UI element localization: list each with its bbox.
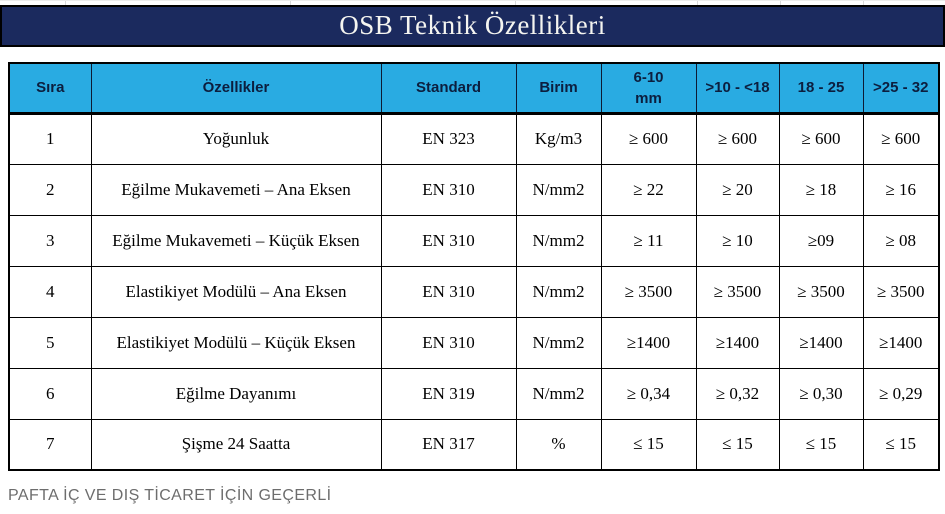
table-cell: ≥1400 xyxy=(695,316,780,369)
gridline xyxy=(290,1,291,6)
spreadsheet-gridlines xyxy=(0,0,945,6)
table-header-row: Sıra Özellikler Standard Birim 6-10 mm >… xyxy=(8,62,940,115)
table-cell: ≥ 3500 xyxy=(695,265,780,318)
table-cell: ≥ 0,34 xyxy=(600,367,697,420)
table-cell: N/mm2 xyxy=(515,265,602,318)
table-cell: EN 310 xyxy=(380,265,517,318)
table-cell: Elastikiyet Modülü – Ana Eksen xyxy=(90,265,382,318)
table-cell: % xyxy=(515,418,602,471)
table-cell: ≤ 15 xyxy=(862,418,940,471)
gridline xyxy=(65,1,66,6)
table-cell: ≥ 600 xyxy=(778,112,864,165)
table-cell: ≥ 0,30 xyxy=(778,367,864,420)
table-row: 7 Şişme 24 Saatta EN 317 % ≤ 15 ≤ 15 ≤ 1… xyxy=(8,418,940,471)
table-cell: ≥ 20 xyxy=(695,163,780,216)
page-title: OSB Teknik Özellikleri xyxy=(339,9,606,40)
table-cell: ≥ 18 xyxy=(778,163,864,216)
table-cell: EN 310 xyxy=(380,214,517,267)
table-cell: EN 323 xyxy=(380,112,517,165)
table-row: 2 Eğilme Mukavemeti – Ana Eksen EN 310 N… xyxy=(8,163,940,216)
table-cell: Eğilme Mukavemeti – Ana Eksen xyxy=(90,163,382,216)
table-row: 3 Eğilme Mukavemeti – Küçük Eksen EN 310… xyxy=(8,214,940,267)
table-cell: EN 319 xyxy=(380,367,517,420)
gridline xyxy=(515,1,516,6)
table-cell: 2 xyxy=(8,163,92,216)
table-cell: ≥ 16 xyxy=(862,163,940,216)
table-cell: Eğilme Dayanımı xyxy=(90,367,382,420)
table-cell: Elastikiyet Modülü – Küçük Eksen xyxy=(90,316,382,369)
header-cell-standard: Standard xyxy=(380,62,517,115)
table-row: 6 Eğilme Dayanımı EN 319 N/mm2 ≥ 0,34 ≥ … xyxy=(8,367,940,420)
table-cell: ≥ 0,29 xyxy=(862,367,940,420)
table-cell: 6 xyxy=(8,367,92,420)
table-cell: ≥ 3500 xyxy=(862,265,940,318)
table-row: 4 Elastikiyet Modülü – Ana Eksen EN 310 … xyxy=(8,265,940,318)
table-cell: ≥ 11 xyxy=(600,214,697,267)
header-cell-18-25: 18 - 25 xyxy=(778,62,864,115)
table-cell: ≥ 600 xyxy=(695,112,780,165)
table-cell: Yoğunluk xyxy=(90,112,382,165)
table-cell: N/mm2 xyxy=(515,367,602,420)
table-cell: Şişme 24 Saatta xyxy=(90,418,382,471)
table-cell: ≥ 08 xyxy=(862,214,940,267)
table-cell: Eğilme Mukavemeti – Küçük Eksen xyxy=(90,214,382,267)
header-cell-25-32: >25 - 32 xyxy=(862,62,940,115)
table-cell: ≥1400 xyxy=(600,316,697,369)
table-cell: 1 xyxy=(8,112,92,165)
footer-note: PAFTA İÇ VE DIŞ TİCARET İÇİN GEÇERLİ xyxy=(8,487,332,504)
title-bar: OSB Teknik Özellikleri xyxy=(0,5,945,47)
table-cell: ≥ 0,32 xyxy=(695,367,780,420)
table-cell: N/mm2 xyxy=(515,316,602,369)
table-cell: ≤ 15 xyxy=(778,418,864,471)
header-cell-10-18: >10 - <18 xyxy=(695,62,780,115)
spec-table: Sıra Özellikler Standard Birim 6-10 mm >… xyxy=(8,62,940,471)
table-cell: N/mm2 xyxy=(515,163,602,216)
table-cell: ≥ 22 xyxy=(600,163,697,216)
table-cell: ≥1400 xyxy=(778,316,864,369)
table-cell: EN 310 xyxy=(380,316,517,369)
header-cell-ozellikler: Özellikler xyxy=(90,62,382,115)
table-row: 1 Yoğunluk EN 323 Kg/m3 ≥ 600 ≥ 600 ≥ 60… xyxy=(8,112,940,165)
table-cell: 3 xyxy=(8,214,92,267)
table-cell: 5 xyxy=(8,316,92,369)
table-cell: ≥ 600 xyxy=(600,112,697,165)
table-cell: ≤ 15 xyxy=(600,418,697,471)
table-cell: ≥ 600 xyxy=(862,112,940,165)
table-cell: EN 317 xyxy=(380,418,517,471)
table-cell: N/mm2 xyxy=(515,214,602,267)
table-cell: Kg/m3 xyxy=(515,112,602,165)
table-cell: ≥09 xyxy=(778,214,864,267)
table-row: 5 Elastikiyet Modülü – Küçük Eksen EN 31… xyxy=(8,316,940,369)
table-cell: ≥ 3500 xyxy=(778,265,864,318)
table-cell: ≥ 3500 xyxy=(600,265,697,318)
gridline xyxy=(697,1,698,6)
header-cell-6-10mm: 6-10 mm xyxy=(600,62,697,115)
header-cell-birim: Birim xyxy=(515,62,602,115)
table-cell: ≥ 10 xyxy=(695,214,780,267)
table-cell: 7 xyxy=(8,418,92,471)
gridline xyxy=(863,1,864,6)
header-cell-sira: Sıra xyxy=(8,62,92,115)
gridline xyxy=(780,1,781,6)
table-cell: ≤ 15 xyxy=(695,418,780,471)
table-cell: 4 xyxy=(8,265,92,318)
table-cell: ≥1400 xyxy=(862,316,940,369)
table-cell: EN 310 xyxy=(380,163,517,216)
